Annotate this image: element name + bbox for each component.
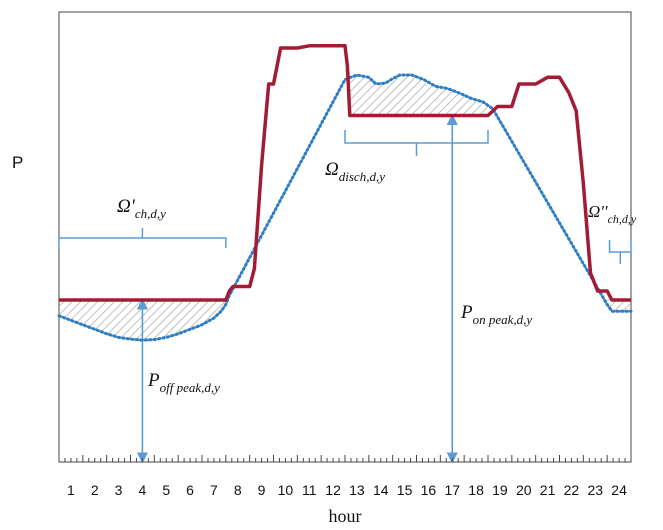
bracket-charge-late [608,240,632,264]
x-tick-label: 19 [492,482,508,498]
annotation-base: Ω' [117,196,136,217]
x-tick-label: 20 [516,482,532,498]
x-axis-title: hour [329,506,362,526]
x-tick-label: 14 [373,482,389,498]
annotation-base: Ω'' [588,202,608,221]
x-tick-label: 18 [468,482,484,498]
x-tick-label: 5 [162,482,170,498]
x-tick-label: 9 [258,482,266,498]
x-tick-label: 22 [564,482,580,498]
hatched-areas [59,45,631,340]
x-tick-label: 21 [540,482,556,498]
x-tick-label: 13 [349,482,365,498]
x-tick-label: 6 [186,482,194,498]
annotation-base: P [460,302,473,323]
annotation-subscript: ch,d,y [135,206,166,221]
annotation-subscript: ch,d,y [608,212,637,226]
x-tick-label: 12 [325,482,341,498]
annotation-label-2: Ωdisch,d,y [325,159,385,184]
x-tick-label: 10 [278,482,294,498]
x-tick-label: 1 [67,482,75,498]
x-tick-label: 23 [587,482,603,498]
x-tick-label: 16 [421,482,437,498]
annotation-subscript: disch,d,y [339,169,385,184]
annotation-base: P [147,370,160,391]
x-tick-label: 2 [91,482,99,498]
x-tick-label: 11 [302,482,317,498]
annotation-label-4: Poff peak,d,y [147,370,220,395]
x-tick-label: 17 [444,482,460,498]
x-tick-label: 4 [139,482,147,498]
annotation-subscript: on peak,d,y [473,312,533,327]
x-tick-label: 15 [397,482,413,498]
hatched-area-2 [345,45,496,116]
annotation-base: Ω [325,159,339,180]
y-axis-title: P [12,153,23,172]
arrows [136,113,458,464]
x-tick-label: 8 [234,482,242,498]
series-solid-line [59,44,631,302]
annotation-label-1: Ω'ch,d,y [117,196,166,221]
annotation-label-3: Ω''ch,d,y [588,202,637,226]
x-tick-label: 3 [115,482,123,498]
x-tick-label: 24 [611,482,627,498]
x-tick-label: 7 [210,482,218,498]
series-dotted-line [57,73,633,342]
bracket-charge-offpeak [58,228,227,248]
brackets [58,130,632,264]
bracket-discharge [344,130,489,156]
annotation-label-5: Pon peak,d,y [460,302,532,327]
series-lines [57,44,633,342]
x-axis: 1 2 3 4 5 6 7 8 9 10 11 12 13 14 15 16 17 18 19 20 21 22 23 24 [58,455,632,498]
annotation-subscript: off peak,d,y [160,380,221,395]
